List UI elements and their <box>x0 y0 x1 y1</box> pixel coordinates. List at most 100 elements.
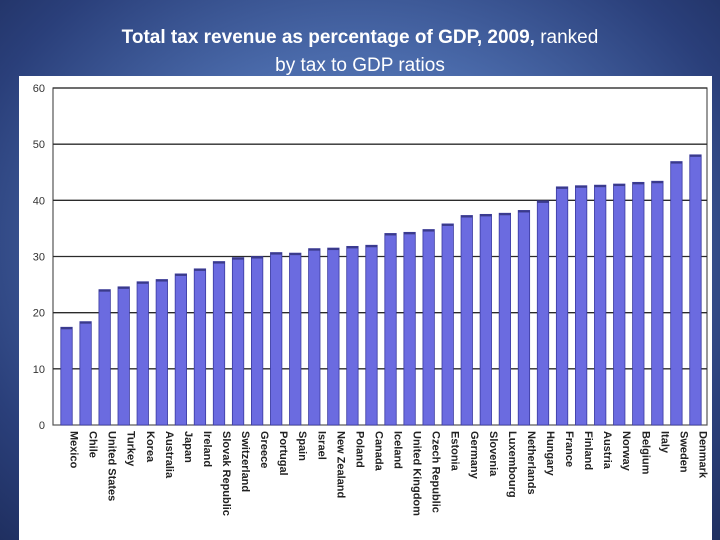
y-tick-label: 10 <box>33 364 45 376</box>
bar <box>365 244 378 426</box>
bar <box>308 248 321 426</box>
y-tick-label: 30 <box>33 252 45 264</box>
bar <box>689 154 702 426</box>
x-tick-label: Australia <box>163 431 175 479</box>
x-tick-label: Czech Republic <box>430 431 442 513</box>
bar <box>98 289 111 426</box>
bar-cap <box>689 154 702 157</box>
x-tick-label: Japan <box>182 431 194 463</box>
bar <box>327 247 340 426</box>
bar-cap <box>384 233 397 236</box>
bar-cap <box>537 200 549 203</box>
title-bold-part: Total tax revenue as percentage of GDP, … <box>121 27 535 48</box>
x-tick-label: Belgium <box>639 431 651 475</box>
y-tick-label: 40 <box>33 195 45 207</box>
bar <box>289 252 302 426</box>
bar-cap <box>308 248 321 251</box>
x-tick-label: Poland <box>353 431 365 468</box>
slide-title: Total tax revenue as percentage of GDP, … <box>0 26 720 78</box>
bar <box>575 185 588 426</box>
bar-cap <box>441 223 454 226</box>
bar <box>422 229 435 426</box>
x-tick-label: Spain <box>296 431 308 461</box>
bar <box>346 245 359 426</box>
bar-cap <box>60 327 73 330</box>
x-tick-label: Slovenia <box>487 431 499 477</box>
x-tick-label: Switzerland <box>239 431 251 492</box>
x-tick-label: United States <box>106 431 118 501</box>
x-tick-label: Germany <box>468 431 480 480</box>
x-tick-label: Estonia <box>449 431 461 472</box>
bar <box>555 186 569 426</box>
x-tick-label: Greece <box>258 431 270 468</box>
x-tick-label: Turkey <box>125 431 137 467</box>
bar <box>403 231 416 426</box>
bar-cap <box>98 289 111 292</box>
bar <box>517 210 531 426</box>
bar-cap <box>346 246 359 249</box>
title-rest-part: ranked <box>540 27 599 48</box>
bar <box>594 184 607 426</box>
bar-cap <box>556 186 568 189</box>
x-tick-label: Hungary <box>544 431 556 477</box>
bar-cap <box>613 184 625 187</box>
x-tick-label: Austria <box>601 431 613 470</box>
y-tick-label: 60 <box>33 83 45 95</box>
bar-cap <box>518 210 530 213</box>
bar-cap <box>137 281 149 284</box>
bar <box>536 200 550 426</box>
bar-cap <box>156 279 168 282</box>
bar <box>60 326 73 426</box>
bar-cap <box>232 257 244 260</box>
x-tick-label: Iceland <box>392 431 404 469</box>
x-tick-label: Mexico <box>68 431 80 469</box>
bar <box>460 215 473 426</box>
x-tick-label: Denmark <box>696 431 708 479</box>
bar-cap <box>251 256 263 259</box>
bar <box>270 252 283 426</box>
bar <box>174 273 187 426</box>
bar <box>479 213 492 426</box>
bar-cap <box>194 268 206 271</box>
bar <box>632 181 645 426</box>
x-tick-label: Chile <box>87 431 99 458</box>
bar <box>155 279 168 426</box>
x-tick-label: Portugal <box>277 431 289 476</box>
bar <box>117 286 130 426</box>
chart-panel: 0 10 20 30 40 50 60 Mexico Chile United States Tur… <box>19 76 712 540</box>
bar <box>384 233 397 426</box>
bar-cap <box>575 185 587 188</box>
bar-chart: 0 10 20 30 40 50 60 Mexico Chile United States Tur… <box>33 83 709 516</box>
bar-cap <box>289 253 301 256</box>
x-tick-label: United Kingdom <box>411 431 423 516</box>
bar <box>250 256 264 426</box>
x-tick-label: France <box>563 431 575 467</box>
bar <box>79 321 92 426</box>
bar-cap <box>651 181 664 184</box>
x-tick-label: Finland <box>582 431 594 470</box>
bar-cap <box>480 214 492 217</box>
bar <box>212 261 226 426</box>
x-tick-label: Norway <box>620 431 632 472</box>
bar-cap <box>270 252 282 255</box>
bar-cap <box>632 182 645 185</box>
x-tick-label: Sweden <box>677 431 689 473</box>
bar-cap <box>422 229 435 232</box>
x-tick-label: Israel <box>315 431 327 460</box>
bar-cap <box>79 321 92 324</box>
bar-cap <box>175 273 187 276</box>
y-tick-label: 50 <box>33 139 45 151</box>
bar-cap <box>594 185 606 188</box>
y-tick-label: 20 <box>33 308 45 320</box>
bar-cap <box>365 245 378 248</box>
bar <box>498 212 511 426</box>
bar <box>193 268 207 426</box>
bar <box>613 183 626 426</box>
x-tick-label: Italy <box>658 431 670 454</box>
bar-cap <box>670 161 683 164</box>
bar-cap <box>213 261 225 264</box>
bar-cap <box>327 248 340 251</box>
bar-cap <box>499 213 511 216</box>
x-tick-label: Slovak Republic <box>220 431 232 516</box>
x-tick-label: New Zealand <box>334 431 346 498</box>
